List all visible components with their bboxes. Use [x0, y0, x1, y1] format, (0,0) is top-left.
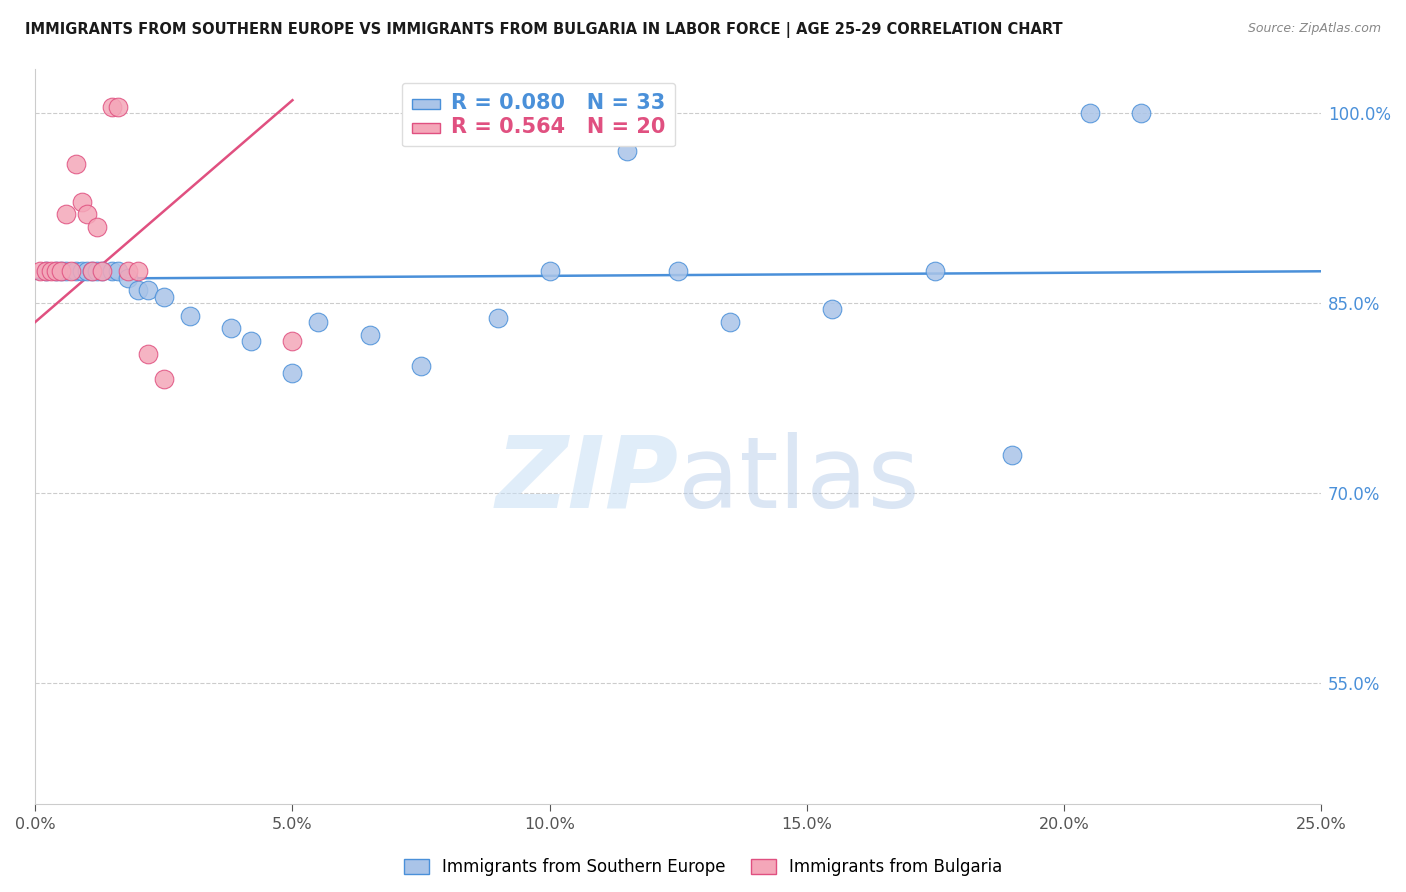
Point [718, 315, 741, 329]
Point [127, 264, 149, 278]
Point [60, 264, 83, 278]
Legend: Immigrants from Southern Europe, Immigrants from Bulgaria: Immigrants from Southern Europe, Immigra… [396, 852, 1010, 883]
Point [138, 283, 160, 297]
Point [409, 359, 432, 374]
Point [45, 264, 67, 278]
Point [76, 264, 98, 278]
Point [153, 372, 176, 386]
Point [55, 264, 77, 278]
Point [1001, 448, 1024, 462]
Point [666, 264, 689, 278]
Text: ZIP: ZIP [495, 432, 678, 529]
Text: Source: ZipAtlas.com: Source: ZipAtlas.com [1247, 22, 1381, 36]
Point [101, 99, 124, 113]
Point [821, 302, 844, 317]
Point [616, 144, 638, 158]
Point [486, 311, 509, 326]
Point [34, 264, 56, 278]
Point [55, 207, 77, 221]
Point [101, 264, 124, 278]
Point [39, 264, 62, 278]
Point [30, 264, 52, 278]
Point [86, 219, 108, 234]
Point [924, 264, 946, 278]
Point [34, 264, 56, 278]
Point [138, 346, 160, 360]
Point [1078, 106, 1101, 120]
Point [107, 264, 129, 278]
Point [538, 264, 561, 278]
Point [359, 327, 381, 342]
Point [65, 264, 87, 278]
Point [240, 334, 263, 348]
Point [117, 264, 139, 278]
Point [86, 264, 108, 278]
Point [1130, 106, 1153, 120]
Point [281, 366, 304, 380]
Legend: R = 0.080   N = 33, R = 0.564   N = 20: R = 0.080 N = 33, R = 0.564 N = 20 [402, 83, 675, 146]
Point [307, 315, 329, 329]
Point [219, 321, 242, 335]
Text: atlas: atlas [678, 432, 920, 529]
Point [91, 264, 114, 278]
Point [281, 334, 304, 348]
Point [49, 264, 72, 278]
Point [127, 283, 149, 297]
Point [117, 270, 139, 285]
Point [49, 264, 72, 278]
Point [70, 264, 93, 278]
Point [65, 156, 87, 170]
Point [76, 207, 98, 221]
Point [153, 290, 176, 304]
Text: IMMIGRANTS FROM SOUTHERN EUROPE VS IMMIGRANTS FROM BULGARIA IN LABOR FORCE | AGE: IMMIGRANTS FROM SOUTHERN EUROPE VS IMMIG… [25, 22, 1063, 38]
Point [80, 264, 103, 278]
Point [91, 264, 114, 278]
Point [107, 99, 129, 113]
Point [80, 264, 103, 278]
Point [70, 194, 93, 209]
Point [179, 309, 201, 323]
Point [45, 264, 67, 278]
